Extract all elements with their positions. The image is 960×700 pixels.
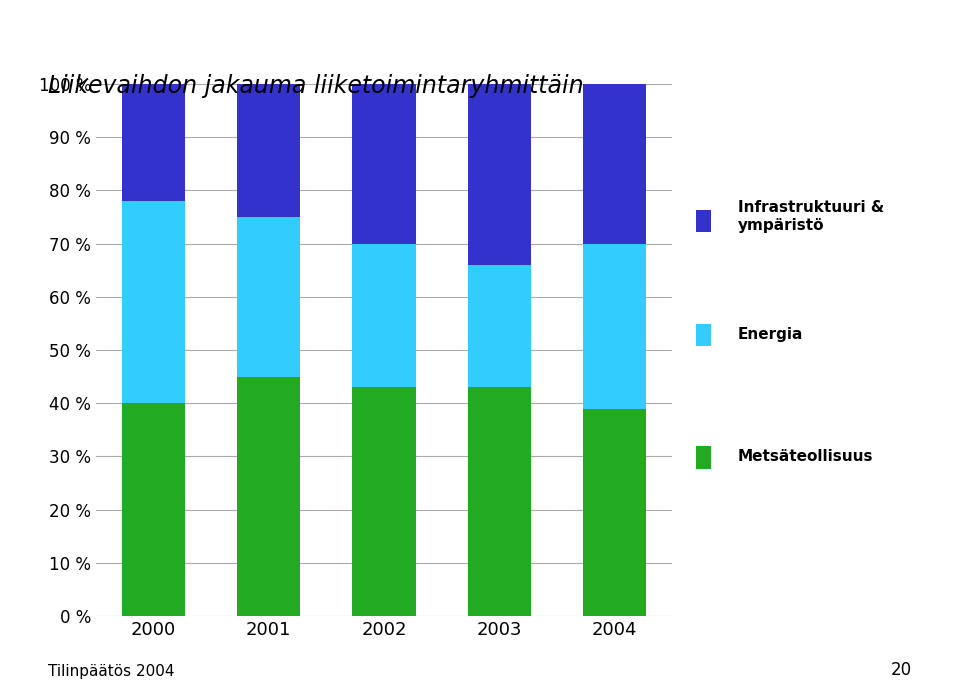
- Text: Liikevaihdon jakauma liiketoimintaryhmittäin: Liikevaihdon jakauma liiketoimintaryhmit…: [48, 74, 584, 97]
- Bar: [468, 84, 531, 265]
- Bar: [696, 323, 710, 346]
- Text: JAAKKO PÖYRY GROUP: JAAKKO PÖYRY GROUP: [356, 13, 604, 36]
- Bar: [237, 217, 300, 377]
- Text: Energia: Energia: [738, 328, 804, 342]
- Bar: [122, 403, 185, 616]
- Bar: [352, 387, 416, 616]
- Bar: [352, 244, 416, 387]
- Bar: [583, 244, 646, 409]
- Text: Tilinpäätös 2004: Tilinpäätös 2004: [48, 664, 175, 679]
- Bar: [468, 387, 531, 616]
- Text: Metsäteollisuus: Metsäteollisuus: [738, 449, 874, 464]
- Text: 20: 20: [891, 661, 912, 679]
- Bar: [237, 377, 300, 616]
- Bar: [122, 201, 185, 403]
- Bar: [352, 84, 416, 244]
- Bar: [583, 409, 646, 616]
- Bar: [696, 210, 710, 232]
- Bar: [122, 84, 185, 201]
- Bar: [468, 265, 531, 387]
- Bar: [583, 84, 646, 244]
- Bar: [237, 84, 300, 217]
- Bar: [696, 447, 710, 469]
- Text: Infrastruktuuri &
ympäristö: Infrastruktuuri & ympäristö: [738, 200, 884, 232]
